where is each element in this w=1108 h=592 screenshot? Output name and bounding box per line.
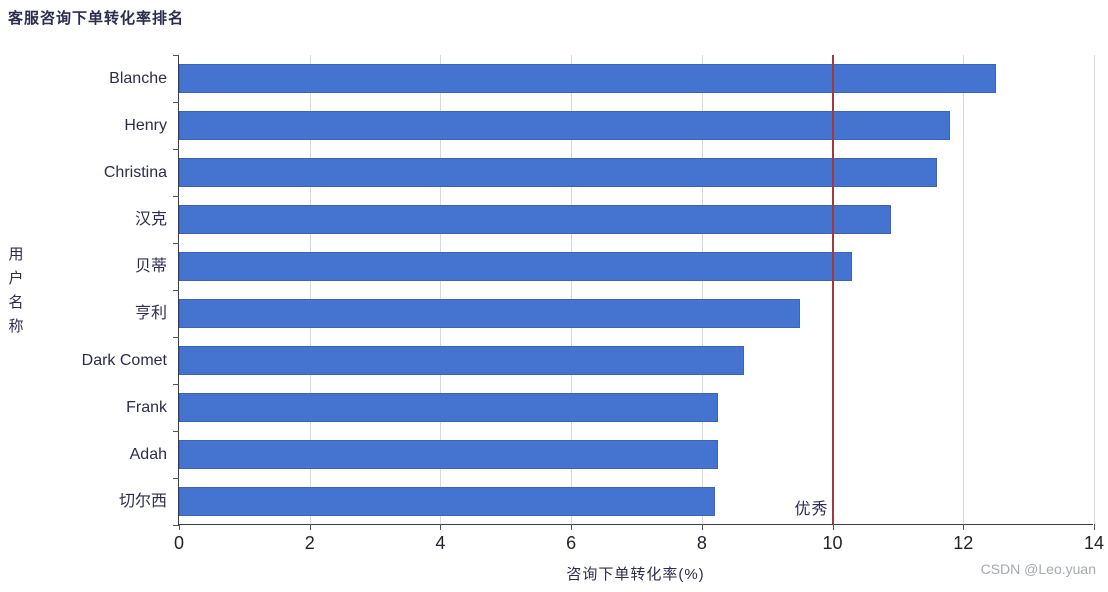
bar-贝蒂[interactable] bbox=[179, 252, 853, 281]
x-tick-label-12: 12 bbox=[953, 533, 974, 553]
y-axis-tick-9 bbox=[173, 478, 179, 479]
x-axis-tick-0 bbox=[179, 524, 180, 530]
x-axis-tick-10 bbox=[832, 524, 834, 530]
y-axis-tick-6 bbox=[173, 337, 179, 338]
gridline-x-14 bbox=[1094, 55, 1095, 524]
alert-line-label: 优秀 bbox=[794, 501, 829, 518]
gridline-x-4 bbox=[440, 55, 442, 524]
x-tick-label-0: 0 bbox=[173, 533, 184, 553]
bar-Henry[interactable] bbox=[179, 111, 951, 140]
y-axis-tick-7 bbox=[173, 384, 179, 385]
plot-area: 0 2 4 6 8 10 12 14 Blanche Henry Christina 汉克贝蒂亨利 Da… bbox=[82, 55, 1104, 553]
category-label-汉克: 汉克 bbox=[134, 210, 167, 228]
y-axis-tick-3 bbox=[173, 196, 179, 197]
x-tick-label-10: 10 bbox=[822, 533, 843, 553]
category-label-贝蒂: 贝蒂 bbox=[134, 257, 167, 275]
bar-Frank[interactable] bbox=[179, 393, 719, 422]
bar-切尔西[interactable] bbox=[179, 487, 715, 516]
category-label-亨利: 亨利 bbox=[134, 304, 167, 322]
x-tick-label-14: 14 bbox=[1083, 533, 1105, 553]
category-label-Dark Comet: Dark Comet bbox=[81, 351, 167, 369]
gridline-x-2 bbox=[309, 55, 311, 524]
y-axis-tick-2 bbox=[173, 149, 179, 150]
watermark: CSDN @Leo.yuan bbox=[980, 561, 1096, 577]
bar-Christina[interactable] bbox=[179, 158, 938, 187]
y-axis-tick-4 bbox=[173, 243, 179, 244]
gridline-x-6 bbox=[571, 55, 573, 524]
bar-Dark Comet[interactable] bbox=[179, 346, 745, 375]
category-label-Henry: Henry bbox=[124, 116, 167, 134]
x-axis-tick-4 bbox=[440, 524, 442, 530]
category-label-Blanche: Blanche bbox=[109, 69, 167, 87]
chart-title: 客服咨询下单转化率排名 bbox=[8, 10, 185, 27]
category-label-切尔西: 切尔西 bbox=[118, 492, 167, 510]
x-axis-tick-14 bbox=[1094, 524, 1095, 530]
y-axis-tick-8 bbox=[173, 431, 179, 432]
category-label-Adah: Adah bbox=[129, 445, 167, 463]
category-label-Frank: Frank bbox=[126, 398, 167, 416]
y-axis-tick-1 bbox=[173, 102, 179, 103]
bar-亨利[interactable] bbox=[179, 299, 800, 328]
y-axis-tick-10 bbox=[173, 525, 179, 526]
gridline-x-12 bbox=[963, 55, 965, 524]
x-axis-tick-6 bbox=[571, 524, 573, 530]
y-axis-tick-5 bbox=[173, 290, 179, 291]
x-axis-tick-12 bbox=[963, 524, 965, 530]
gridline-x-8 bbox=[701, 55, 703, 524]
y-axis-tick-0 bbox=[173, 55, 179, 56]
alert-line-excellent bbox=[831, 55, 834, 524]
x-axis-title: 咨询下单转化率(%) bbox=[566, 566, 705, 583]
bar-Adah[interactable] bbox=[179, 440, 719, 469]
bar-Blanche[interactable] bbox=[179, 64, 996, 93]
x-axis-tick-2 bbox=[309, 524, 311, 530]
x-tick-label-8: 8 bbox=[696, 533, 707, 553]
y-axis-title: 用 户 名 称 bbox=[8, 246, 24, 335]
bar-汉克[interactable] bbox=[179, 205, 892, 234]
category-label-Christina: Christina bbox=[103, 163, 167, 181]
x-tick-label-4: 4 bbox=[435, 533, 446, 553]
x-tick-label-2: 2 bbox=[304, 533, 315, 553]
x-tick-label-6: 6 bbox=[566, 533, 577, 553]
x-axis-tick-8 bbox=[701, 524, 703, 530]
